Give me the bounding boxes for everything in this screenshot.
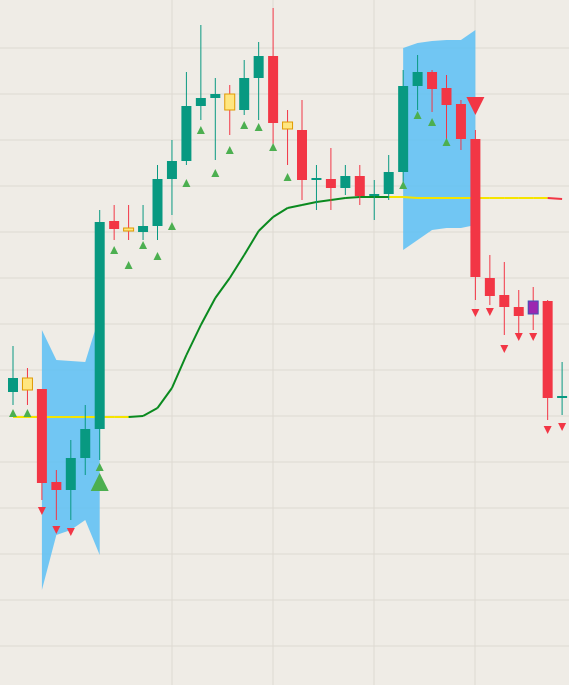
- candle-body: [268, 56, 279, 123]
- candle-body: [109, 221, 120, 229]
- candle-body: [484, 278, 495, 296]
- signal-marker: [9, 409, 17, 417]
- candle-body: [94, 222, 105, 429]
- candle-body: [427, 72, 438, 89]
- signal-marker: [466, 97, 485, 115]
- candle-body: [455, 104, 466, 139]
- moving-average-segment: [403, 196, 418, 199]
- candle-body: [210, 94, 221, 98]
- signal-marker: [90, 473, 109, 491]
- signal-marker: [66, 528, 75, 536]
- moving-average-segment: [547, 197, 563, 200]
- signal-marker: [485, 308, 494, 316]
- candle-body: [542, 301, 553, 398]
- moving-average-segment: [171, 354, 188, 389]
- signal-marker: [558, 423, 567, 431]
- moving-average-segment: [316, 199, 332, 203]
- signal-marker: [110, 246, 119, 254]
- candle-body: [441, 88, 452, 105]
- signal-marker: [23, 409, 32, 417]
- signal-marker: [514, 333, 523, 341]
- moving-average-segment: [287, 204, 303, 209]
- candle-body: [354, 176, 365, 196]
- signal-marker: [471, 309, 480, 317]
- moving-average-segment: [345, 196, 360, 199]
- moving-average-segment: [243, 230, 260, 256]
- moving-average-segment: [142, 407, 158, 417]
- candle-body: [340, 176, 351, 188]
- signal-marker: [240, 121, 249, 129]
- moving-average-segment: [128, 415, 144, 418]
- signal-marker: [500, 345, 509, 353]
- candle-body: [51, 482, 62, 490]
- candle-body: [282, 121, 294, 130]
- candle-body: [297, 130, 307, 180]
- signal-band: [403, 30, 476, 250]
- moving-average-segment: [330, 197, 346, 201]
- candle-body: [239, 78, 250, 110]
- signal-marker: [413, 111, 422, 119]
- candle-body: [195, 98, 206, 106]
- moving-average-segment: [156, 387, 173, 409]
- signal-marker: [167, 222, 176, 230]
- candle-body: [325, 179, 336, 188]
- moving-average-segment: [214, 277, 231, 299]
- candle-body: [36, 389, 47, 483]
- candle-body: [123, 227, 135, 232]
- signal-marker: [95, 463, 104, 471]
- candle-body: [527, 300, 539, 315]
- signal-marker: [37, 507, 46, 515]
- candle-body: [369, 194, 380, 196]
- signal-marker: [254, 123, 263, 131]
- signal-marker: [225, 146, 234, 154]
- candle-body: [398, 86, 409, 172]
- candle-body: [80, 429, 91, 458]
- signal-marker: [139, 241, 148, 249]
- candle-body: [499, 295, 510, 307]
- signal-marker: [283, 173, 292, 181]
- candle-body: [513, 307, 524, 316]
- moving-average-segment: [257, 216, 274, 232]
- candle-body: [470, 139, 481, 277]
- signal-marker: [269, 143, 278, 151]
- moving-average-segment: [185, 324, 202, 356]
- signal-marker: [428, 118, 437, 126]
- moving-average-segment: [272, 207, 289, 218]
- candle-body: [224, 93, 236, 111]
- moving-average-segment: [228, 254, 246, 279]
- signal-marker: [124, 261, 133, 269]
- candle-body: [557, 396, 568, 398]
- signal-marker: [153, 252, 162, 260]
- candle-body: [181, 106, 192, 161]
- signal-marker: [196, 126, 205, 134]
- signal-marker: [211, 169, 220, 177]
- candle-body: [152, 179, 163, 226]
- candle-body: [412, 72, 423, 86]
- signal-marker: [529, 333, 538, 341]
- signal-marker: [543, 426, 552, 434]
- candle-body: [138, 226, 149, 232]
- signal-marker: [182, 179, 191, 187]
- candle-body: [311, 178, 322, 180]
- signal-marker: [52, 526, 61, 534]
- moving-average-segment: [199, 297, 217, 326]
- moving-average-segment: [301, 201, 317, 206]
- candle-body: [21, 377, 33, 391]
- candle-body: [8, 378, 18, 392]
- candle-body: [166, 161, 177, 179]
- candle-body: [383, 172, 394, 194]
- candle-body: [65, 458, 76, 490]
- signal-marker: [399, 181, 408, 189]
- signal-marker: [442, 138, 451, 146]
- candle-body: [253, 56, 264, 78]
